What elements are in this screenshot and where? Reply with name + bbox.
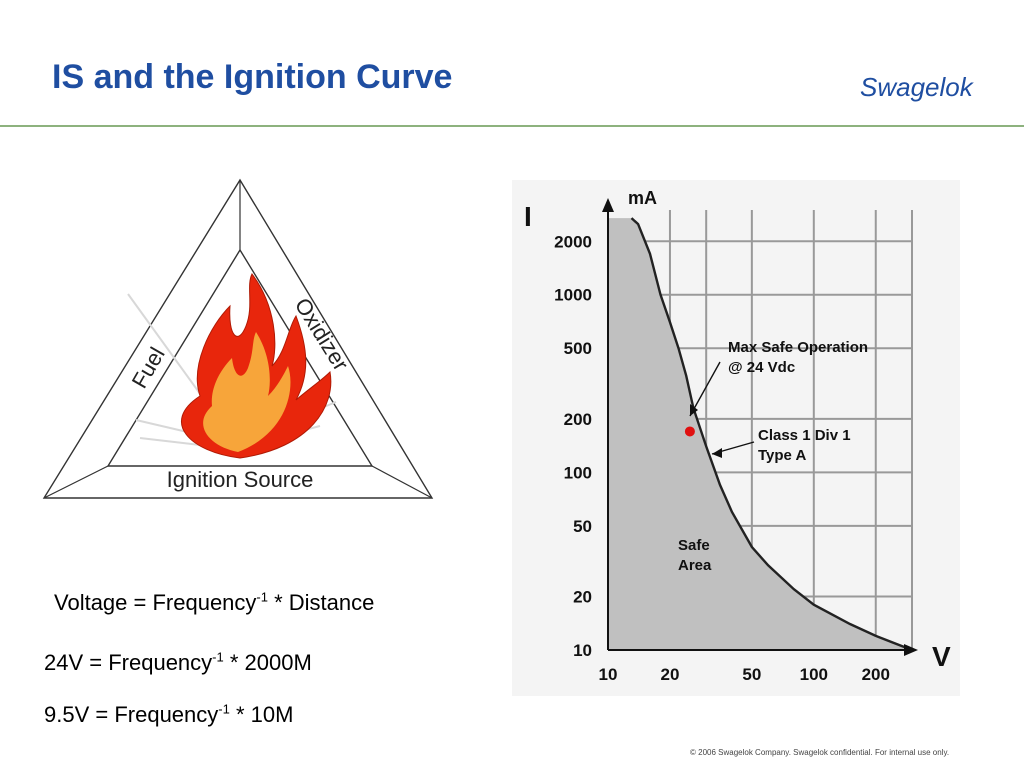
y-tick-label: 10: [573, 641, 592, 660]
x-axis-arrow: [904, 644, 918, 656]
safe-area-fill: [608, 218, 912, 650]
fire-triangle-figure: Fuel Oxidizer Ignition Source: [42, 178, 434, 499]
safe-area-label-1: Safe: [678, 537, 710, 554]
y-axis-arrow: [602, 198, 614, 212]
x-tick-label: 100: [800, 665, 828, 684]
footer-copyright: © 2006 Swagelok Company. Swagelok confid…: [690, 748, 950, 757]
equation-1: Voltage = Frequency-1 * Distance: [54, 589, 375, 615]
ignition-curve-chart: I mA V 2000 1000 500 200 100 50 20 10 10 20 50 100…: [512, 180, 960, 696]
header-divider: [0, 125, 1024, 127]
y-tick-label: 500: [564, 339, 592, 358]
x-tick-label: 50: [742, 665, 761, 684]
y-axis-label: I: [524, 201, 532, 232]
outer-triangle: [42, 178, 434, 499]
safe-area-label-2: Area: [678, 557, 712, 574]
annotation-class-line1: Class 1 Div 1: [758, 427, 851, 444]
x-tick-label: 200: [862, 665, 890, 684]
swagelok-logo: Swagelok: [860, 72, 975, 102]
y-tick-label: 1000: [554, 286, 592, 305]
annotation-arrow-max: [689, 361, 721, 417]
y-tick-label: 100: [564, 463, 592, 482]
x-tick-label: 20: [660, 665, 679, 684]
y-unit-label: mA: [628, 188, 657, 208]
y-tick-label: 20: [573, 588, 592, 607]
annotation-max-line2: @ 24 Vdc: [728, 359, 795, 376]
annotation-max-line1: Max Safe Operation: [728, 339, 868, 356]
operating-point-marker: [684, 426, 695, 437]
x-axis-label: V: [932, 641, 951, 672]
slide-title: IS and the Ignition Curve: [52, 58, 453, 96]
y-tick-label: 2000: [554, 232, 592, 251]
y-tick-label: 50: [573, 517, 592, 536]
equation-3: 9.5V = Frequency-1 * 10M: [44, 701, 294, 727]
fuel-label: Fuel: [127, 343, 170, 393]
annotation-class-line2: Type A: [758, 447, 807, 464]
equation-2: 24V = Frequency-1 * 2000M: [44, 649, 312, 675]
flame-icon: [180, 273, 332, 459]
ignition-curve-line: [630, 217, 913, 652]
y-tick-label: 200: [564, 410, 592, 429]
logo-text: Swagelok: [860, 72, 975, 102]
ignition-source-label: Ignition Source: [167, 467, 314, 492]
x-tick-label: 10: [599, 665, 618, 684]
